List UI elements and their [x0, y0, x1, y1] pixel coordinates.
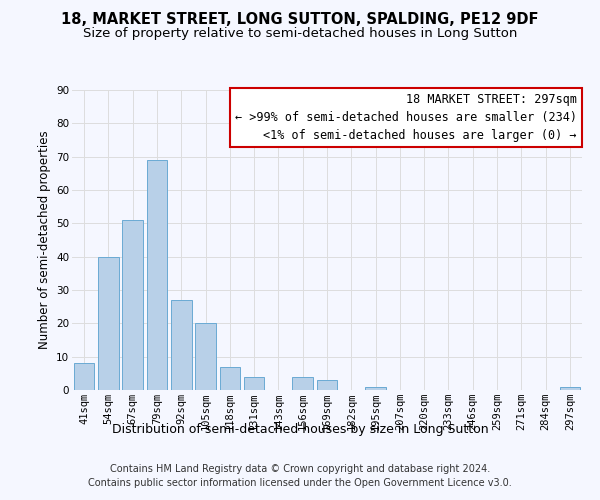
Bar: [98, 256, 119, 390]
Text: Size of property relative to semi-detached houses in Long Sutton: Size of property relative to semi-detach…: [83, 28, 517, 40]
Text: 18 MARKET STREET: 297sqm
← >99% of semi-detached houses are smaller (234)
<1% of: 18 MARKET STREET: 297sqm ← >99% of semi-…: [235, 93, 577, 142]
Bar: [317, 380, 337, 390]
Text: Contains HM Land Registry data © Crown copyright and database right 2024.
Contai: Contains HM Land Registry data © Crown c…: [88, 464, 512, 487]
Bar: [560, 386, 580, 390]
Y-axis label: Number of semi-detached properties: Number of semi-detached properties: [38, 130, 50, 350]
Bar: [74, 364, 94, 390]
Bar: [365, 386, 386, 390]
Bar: [220, 366, 240, 390]
Text: Distribution of semi-detached houses by size in Long Sutton: Distribution of semi-detached houses by …: [112, 422, 488, 436]
Bar: [171, 300, 191, 390]
Bar: [146, 160, 167, 390]
Bar: [195, 324, 216, 390]
Bar: [122, 220, 143, 390]
Text: 18, MARKET STREET, LONG SUTTON, SPALDING, PE12 9DF: 18, MARKET STREET, LONG SUTTON, SPALDING…: [61, 12, 539, 28]
Bar: [292, 376, 313, 390]
Bar: [244, 376, 265, 390]
